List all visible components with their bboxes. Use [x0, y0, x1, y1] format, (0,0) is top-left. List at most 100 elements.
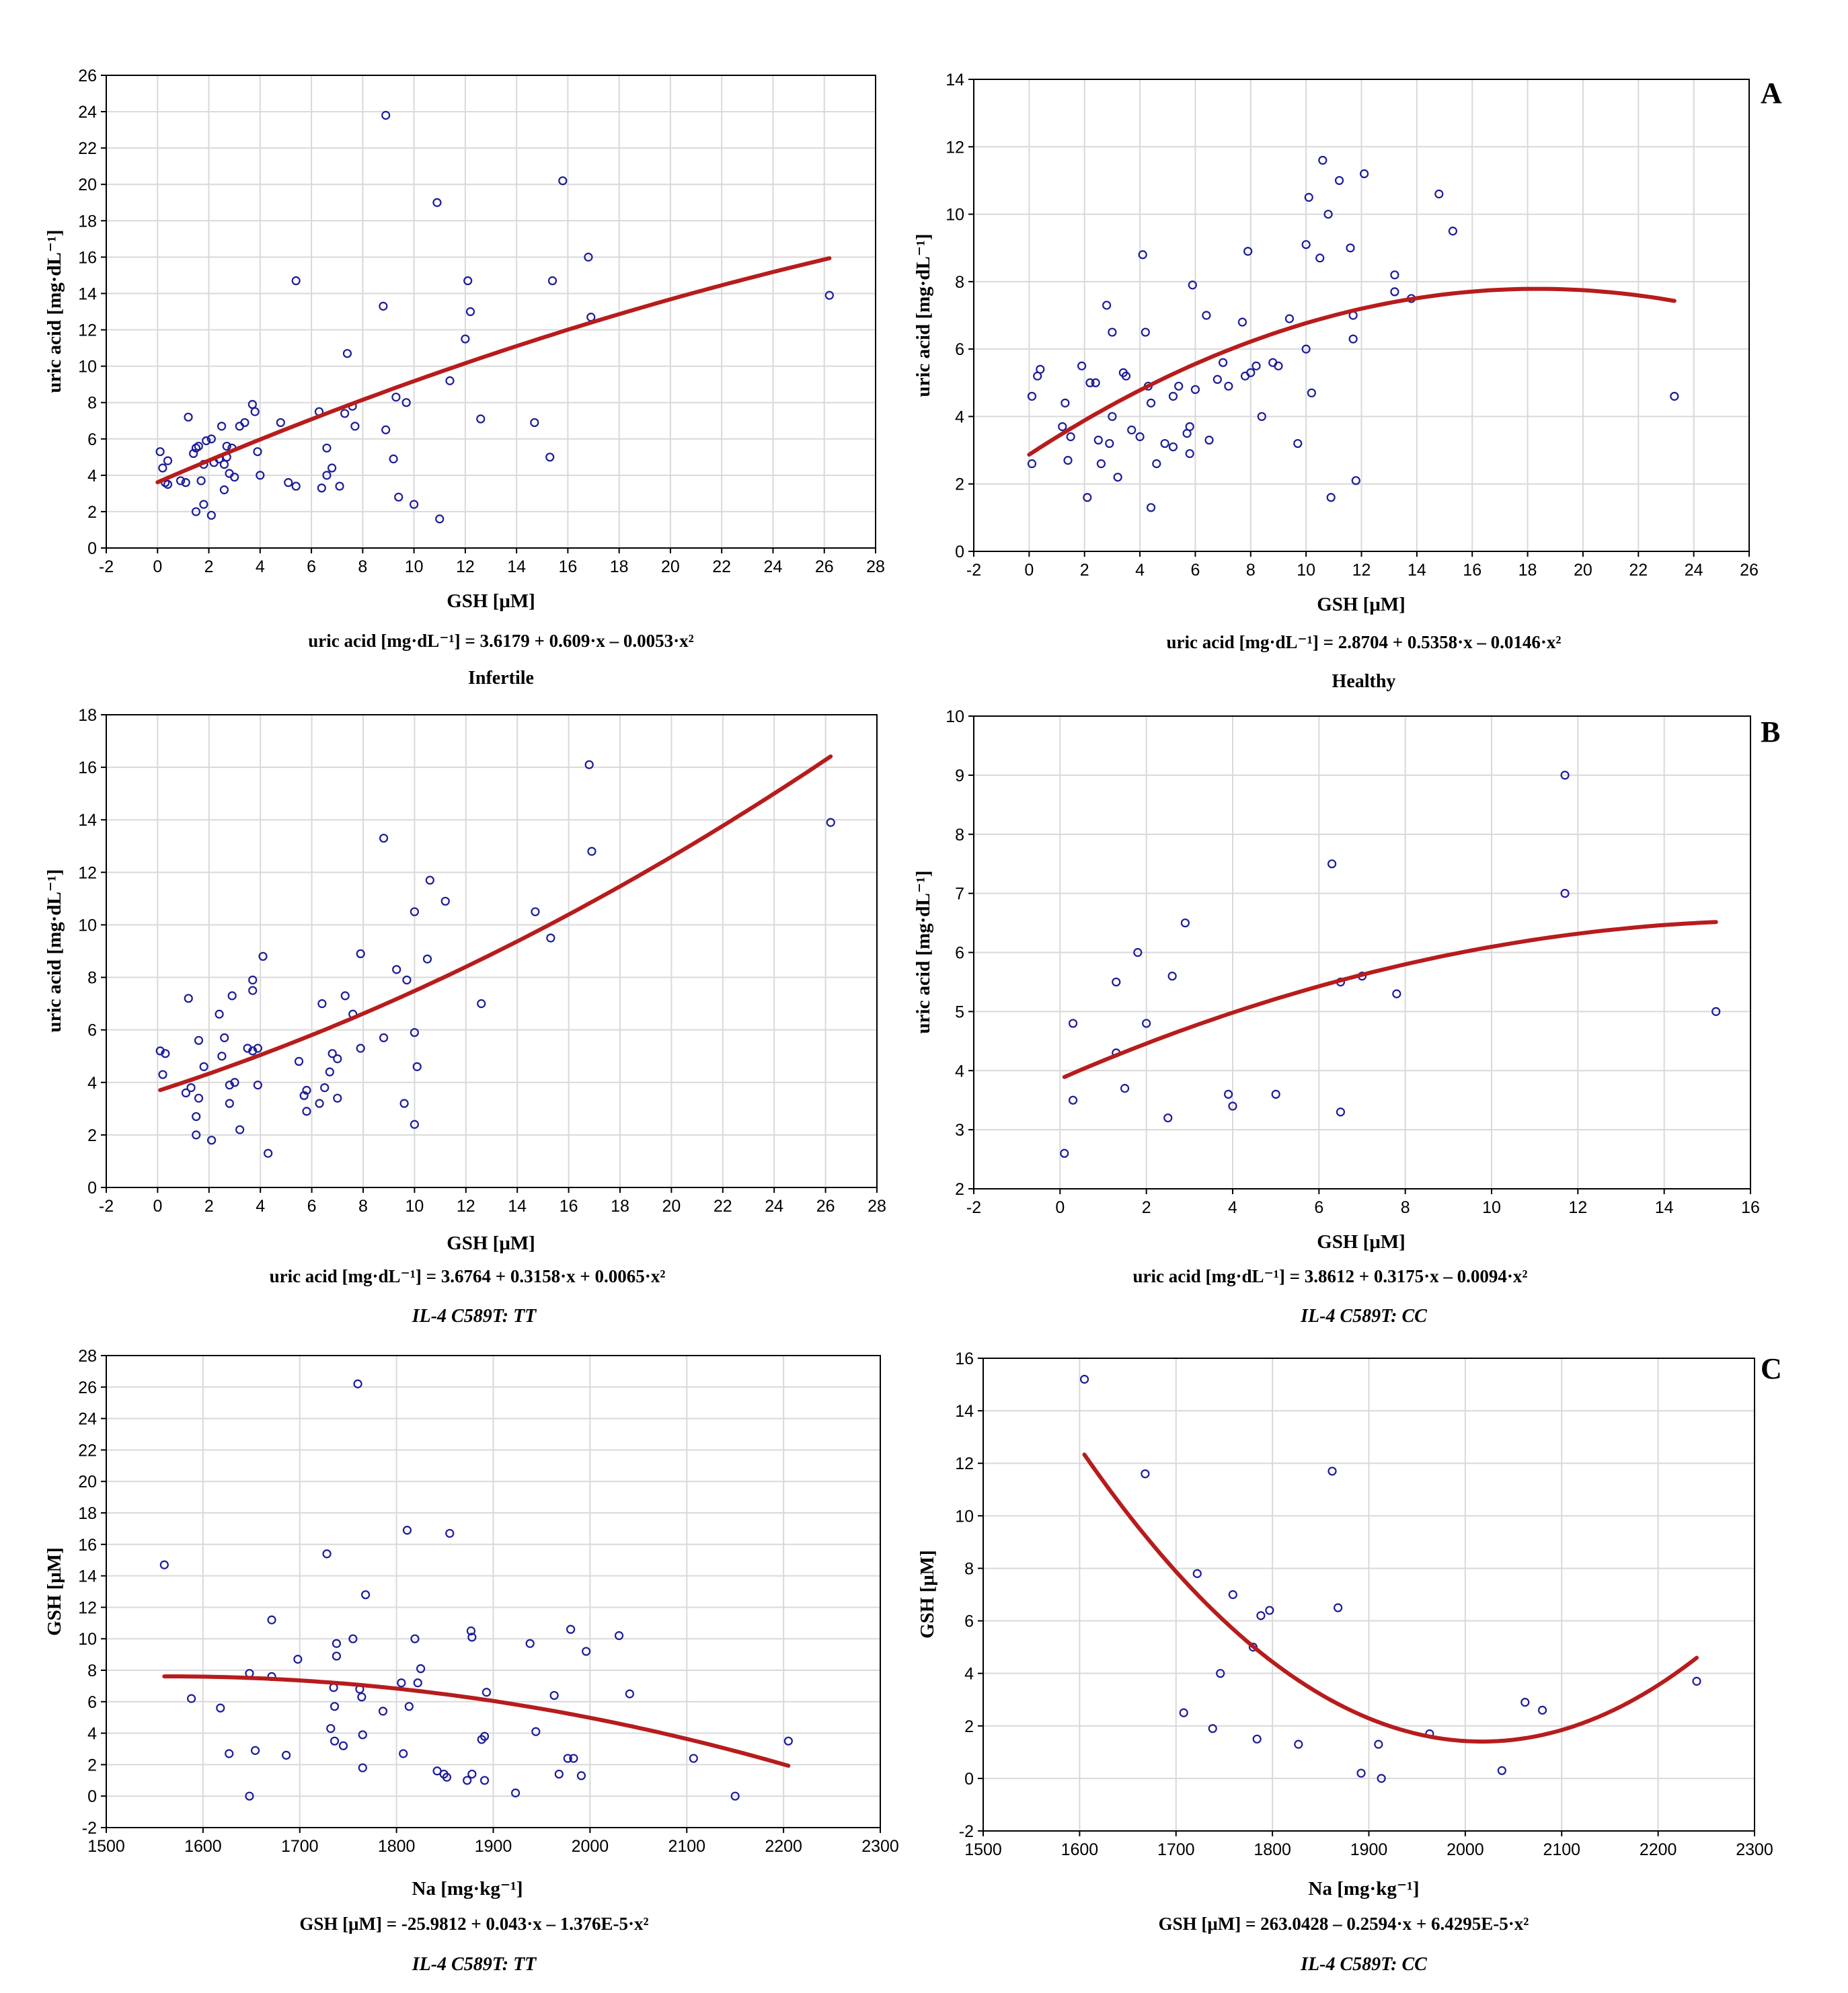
data-point	[1179, 1708, 1188, 1717]
y-tick-label: 8	[955, 826, 964, 845]
panel-letter-c: C	[1761, 1352, 1782, 1385]
data-point	[340, 991, 350, 1001]
x-tick-label: 8	[1401, 1198, 1410, 1217]
data-point	[342, 349, 352, 358]
data-point	[1228, 1590, 1237, 1600]
x-tick-label: 14	[508, 1197, 527, 1216]
data-point	[222, 441, 231, 451]
data-point	[250, 1746, 260, 1755]
data-point	[1374, 1740, 1383, 1749]
data-point	[445, 376, 455, 385]
data-point	[463, 276, 473, 286]
x-tick-label: 20	[662, 1197, 681, 1216]
data-point	[1167, 972, 1177, 981]
y-tick-label: 12	[78, 863, 97, 882]
panel-letter-a: A	[1761, 77, 1782, 110]
y-tick-label: 0	[87, 1179, 97, 1198]
x-axis-title: GSH [μM]	[447, 590, 535, 612]
x-tick-label: -2	[99, 557, 114, 576]
y-tick-label: 16	[78, 248, 97, 267]
data-point	[1294, 1740, 1303, 1749]
x-tick-label: 18	[1518, 561, 1537, 580]
x-tick-label: 1700	[1157, 1840, 1195, 1859]
data-point	[1027, 459, 1037, 469]
data-point	[1085, 378, 1095, 387]
data-point	[422, 954, 432, 964]
data-point	[1304, 192, 1313, 202]
data-point	[158, 1070, 167, 1079]
data-point	[291, 481, 301, 491]
data-point	[253, 1081, 262, 1090]
data-point	[357, 1692, 367, 1702]
data-point	[196, 476, 206, 485]
data-point	[1377, 1774, 1386, 1783]
data-point	[402, 975, 412, 985]
data-point	[1212, 375, 1222, 384]
data-point	[350, 422, 360, 431]
data-point	[325, 1067, 334, 1077]
data-point	[320, 1083, 330, 1093]
chart-infertile-uric-acid-vs-gsh: -2 0 2 4 6 8 10 12 14 16 18 20 22 24 26 280246810121416…	[44, 67, 885, 689]
chart-cc-gsh-vs-na: 1500 1600 1700 1800 1900 2000 2100 2200 2300 -2 0 2…	[917, 1350, 1773, 1975]
y-tick-label: 14	[946, 71, 964, 89]
data-point	[379, 1033, 389, 1042]
data-point	[1327, 1467, 1337, 1476]
data-point	[1060, 1148, 1069, 1158]
data-point	[1185, 448, 1194, 459]
panel-letter-b: B	[1761, 715, 1780, 748]
data-point	[333, 1093, 342, 1103]
y-tick-label: 28	[78, 1347, 97, 1366]
data-point	[235, 1125, 245, 1134]
data-point	[1141, 1469, 1150, 1479]
data-point	[392, 965, 401, 974]
data-point	[558, 176, 568, 186]
data-point	[248, 975, 258, 985]
x-tick-label: 1900	[475, 1837, 512, 1856]
data-point	[410, 1634, 420, 1643]
x-tick-label: 16	[1741, 1198, 1760, 1217]
data-point	[1113, 473, 1122, 482]
data-point	[482, 1688, 492, 1697]
y-tick-label: -2	[82, 1819, 97, 1838]
data-point	[184, 412, 193, 422]
data-point	[327, 463, 337, 473]
data-point	[155, 447, 165, 457]
data-point	[291, 276, 301, 286]
y-tick-label: 0	[955, 543, 964, 561]
data-point	[1083, 493, 1092, 502]
y-axis-title: uric acid [mg·dL⁻¹]	[913, 870, 934, 1033]
axis-ticks: -2 0 2 4 6 8 10 12 14 16 2 3 4 5 6 7 8 9 10	[946, 707, 1760, 1217]
plot-frame	[106, 75, 876, 549]
data-point	[267, 1615, 276, 1625]
x-tick-label: -2	[966, 561, 981, 580]
data-point	[1142, 1019, 1151, 1028]
data-point	[332, 1639, 342, 1648]
data-point	[1252, 1734, 1262, 1744]
data-point	[1190, 385, 1200, 394]
data-point	[1058, 422, 1067, 432]
data-point	[442, 1772, 452, 1782]
data-point	[356, 1044, 365, 1053]
x-tick-label: 2100	[1543, 1840, 1580, 1859]
x-tick-label: 2000	[572, 1837, 609, 1856]
data-point	[227, 991, 237, 1001]
regression-equation: uric acid [mg·dL⁻¹] = 3.6179 + 0.609·x –…	[308, 631, 693, 651]
x-tick-label: 2	[1142, 1198, 1151, 1217]
group-label: IL-4 C589T: TT	[412, 1306, 537, 1327]
data-point	[158, 463, 167, 473]
data-point	[410, 1120, 420, 1129]
y-tick-label: 12	[955, 1454, 974, 1473]
gridlines	[974, 79, 1749, 551]
regression-curve	[1027, 286, 1677, 457]
data-point	[1390, 287, 1399, 297]
data-point	[1121, 371, 1131, 381]
data-point	[340, 409, 350, 418]
data-point	[1163, 1113, 1173, 1123]
y-tick-label: 7	[955, 885, 964, 904]
data-point	[397, 1678, 406, 1688]
regression-curve	[1062, 920, 1718, 1079]
chart-tt-uric-acid-vs-gsh: -2 0 2 4 6 8 10 12 14 16 18 20 22 24 26 280246810121416…	[44, 706, 886, 1327]
